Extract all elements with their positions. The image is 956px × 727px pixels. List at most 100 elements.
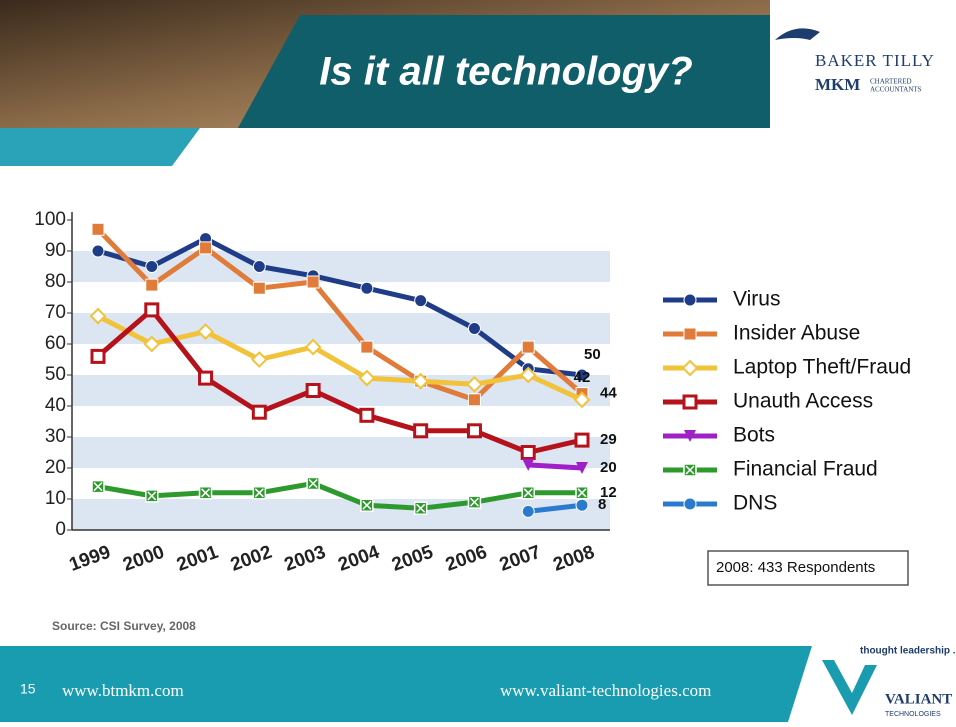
- marker: [359, 407, 375, 423]
- marker: [521, 340, 535, 354]
- marker: [360, 340, 374, 354]
- marker: [682, 394, 698, 410]
- grid-band: [72, 499, 610, 530]
- marker: [520, 445, 536, 460]
- title-banner: [238, 15, 770, 128]
- note: 2008: 433 Respondents: [716, 559, 875, 576]
- legend-label: Laptop Theft/Fraud: [733, 356, 911, 379]
- marker: [89, 307, 107, 325]
- series-line: [96, 307, 583, 455]
- marker: [467, 393, 481, 407]
- marker: [683, 327, 697, 341]
- note-box: [707, 550, 909, 586]
- legend-label: Unauth Access: [733, 390, 873, 413]
- logo-icon: [775, 28, 820, 40]
- marker: [412, 372, 430, 390]
- marker: [198, 486, 213, 500]
- logo-line1: BAKER TILLY: [815, 51, 935, 70]
- marker: [413, 423, 429, 439]
- grid-band: [72, 437, 610, 468]
- marker: [199, 241, 213, 255]
- marker: [143, 335, 161, 353]
- marker: [91, 479, 105, 494]
- series-line: [96, 313, 584, 403]
- series-line: [97, 481, 582, 511]
- data-label: 29: [600, 431, 617, 448]
- y-tick-label: 50: [45, 364, 66, 385]
- marker: [467, 495, 482, 509]
- series-line: [96, 227, 584, 403]
- slide-title: Is it all technology?: [319, 50, 692, 94]
- marker: [575, 368, 589, 382]
- marker: [145, 260, 159, 273]
- marker: [576, 462, 588, 474]
- series-line: [528, 462, 583, 471]
- marker: [306, 275, 320, 289]
- marker: [305, 383, 321, 398]
- data-label: 50: [584, 346, 601, 363]
- marker: [252, 486, 267, 500]
- marker: [684, 430, 696, 442]
- marker: [145, 489, 159, 503]
- page-number: 15: [20, 681, 36, 697]
- marker: [304, 338, 322, 356]
- marker: [466, 423, 482, 439]
- legend-label: Financial Fraud: [733, 458, 878, 481]
- marker: [575, 486, 589, 500]
- data-label: 42: [574, 369, 591, 386]
- y-tick-label: 70: [45, 302, 66, 323]
- y-tick-label: 90: [45, 240, 66, 261]
- marker: [683, 293, 697, 307]
- marker: [519, 366, 537, 384]
- y-tick-label: 10: [45, 488, 66, 509]
- marker: [251, 404, 267, 420]
- marker: [358, 369, 376, 387]
- legend-label: Insider Abuse: [733, 322, 860, 345]
- marker: [466, 375, 483, 393]
- marker: [574, 432, 590, 448]
- accent-bar: [0, 128, 200, 166]
- source: Source: CSI Survey, 2008: [52, 619, 196, 633]
- data-label: 8: [598, 496, 606, 513]
- vt-logo: [822, 660, 877, 715]
- marker: [522, 458, 535, 471]
- marker: [681, 359, 699, 377]
- marker: [467, 322, 481, 335]
- marker: [683, 497, 697, 511]
- series-line: [527, 502, 583, 514]
- y-tick-label: 100: [34, 209, 66, 230]
- logo-line2: MKM: [815, 75, 860, 94]
- tagline: thought leadership .: [860, 646, 956, 657]
- y-tick-label: 40: [45, 395, 66, 416]
- marker: [413, 501, 428, 516]
- marker: [91, 244, 105, 258]
- y-tick-label: 0: [55, 519, 66, 540]
- logo-sub: CHARTERED: [870, 78, 912, 86]
- marker: [90, 348, 106, 364]
- y-tick-label: 60: [45, 333, 66, 354]
- footer-left: www.btmkm.com: [62, 681, 184, 700]
- legend-label: DNS: [733, 492, 777, 515]
- brand: VALIANT: [885, 691, 952, 707]
- marker: [306, 476, 320, 491]
- y-tick-label: 20: [45, 457, 66, 478]
- marker: [521, 504, 535, 518]
- marker: [573, 391, 591, 409]
- marker: [360, 281, 374, 295]
- marker: [144, 302, 160, 318]
- marker: [250, 351, 268, 368]
- marker: [683, 463, 697, 477]
- marker: [91, 222, 105, 236]
- marker: [252, 260, 266, 273]
- marker: [252, 281, 266, 295]
- legend-label: Bots: [733, 424, 775, 447]
- y-tick-label: 80: [45, 271, 66, 292]
- footer-right: www.valiant-technologies.com: [500, 681, 711, 700]
- data-label: 44: [600, 385, 617, 402]
- y-tick-label: 30: [45, 426, 66, 447]
- logo-sub: ACCOUNTANTS: [870, 86, 922, 94]
- marker: [197, 323, 214, 341]
- data-label: 20: [600, 459, 617, 476]
